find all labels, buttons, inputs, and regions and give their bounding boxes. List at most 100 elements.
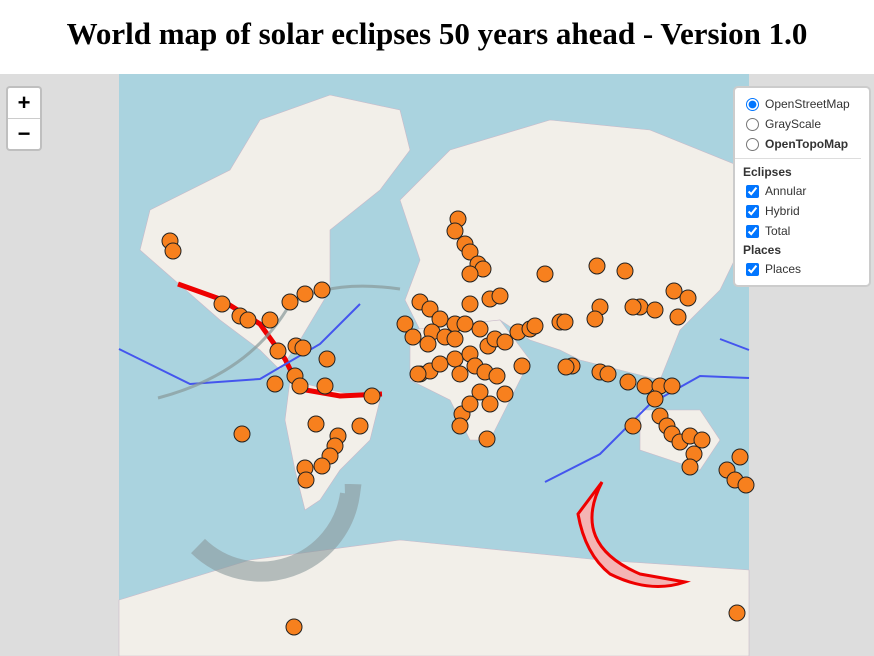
layer-label: OpenStreetMap: [765, 97, 850, 111]
place-marker[interactable]: [297, 471, 315, 489]
place-marker[interactable]: [728, 604, 746, 622]
place-marker[interactable]: [599, 365, 617, 383]
group-title: Places: [743, 243, 782, 257]
place-marker[interactable]: [461, 295, 479, 313]
map-canvas: [118, 74, 755, 656]
place-marker[interactable]: [451, 417, 469, 435]
overlay-option[interactable]: Places: [743, 259, 869, 279]
radio[interactable]: [746, 137, 759, 151]
place-marker[interactable]: [556, 313, 574, 331]
layer-option[interactable]: OpenStreetMap: [743, 94, 869, 114]
group-title: Eclipses: [743, 165, 792, 179]
overlay-option[interactable]: Annular: [743, 181, 869, 201]
place-marker[interactable]: [471, 383, 489, 401]
overlay-label: Places: [765, 262, 802, 276]
place-marker[interactable]: [446, 350, 464, 368]
place-marker[interactable]: [679, 289, 697, 307]
place-marker[interactable]: [526, 317, 544, 335]
place-marker[interactable]: [431, 310, 449, 328]
place-marker[interactable]: [496, 385, 514, 403]
place-marker[interactable]: [636, 377, 654, 395]
zoom-control: + −: [6, 86, 42, 151]
place-marker[interactable]: [291, 377, 309, 395]
place-marker[interactable]: [404, 328, 422, 346]
place-marker[interactable]: [313, 457, 331, 475]
place-marker[interactable]: [233, 425, 251, 443]
overlay-option[interactable]: Total: [743, 221, 869, 241]
place-marker[interactable]: [396, 315, 414, 333]
place-marker[interactable]: [313, 281, 331, 299]
place-marker[interactable]: [491, 287, 509, 305]
place-marker[interactable]: [669, 308, 687, 326]
eclipse-zone: [576, 481, 691, 588]
place-marker[interactable]: [496, 333, 514, 351]
place-marker[interactable]: [409, 365, 427, 383]
place-marker[interactable]: [693, 431, 711, 449]
place-marker[interactable]: [446, 330, 464, 348]
place-marker[interactable]: [619, 373, 637, 391]
overlay-label: Annular: [765, 184, 807, 198]
annular-line: [118, 303, 361, 386]
place-marker[interactable]: [481, 395, 499, 413]
place-marker[interactable]: [269, 342, 287, 360]
overlay-option[interactable]: Hybrid: [743, 201, 869, 221]
place-marker[interactable]: [488, 367, 506, 385]
place-marker[interactable]: [731, 448, 749, 466]
place-marker[interactable]: [164, 242, 182, 260]
checkbox[interactable]: [746, 262, 759, 276]
layer-option[interactable]: OpenTopoMap: [743, 134, 869, 154]
place-marker[interactable]: [557, 358, 575, 376]
place-marker[interactable]: [363, 387, 381, 405]
place-marker[interactable]: [513, 357, 531, 375]
zoom-out-button[interactable]: −: [17, 121, 31, 146]
place-marker[interactable]: [471, 320, 489, 338]
place-marker[interactable]: [351, 417, 369, 435]
checkbox[interactable]: [746, 224, 759, 238]
place-marker[interactable]: [296, 285, 314, 303]
place-marker[interactable]: [624, 298, 642, 316]
layer-label: OpenTopoMap: [765, 137, 849, 151]
place-marker[interactable]: [665, 282, 683, 300]
place-marker[interactable]: [239, 311, 257, 329]
place-marker[interactable]: [681, 458, 699, 476]
checkbox[interactable]: [746, 204, 759, 218]
overlay-label: Hybrid: [765, 204, 800, 218]
place-marker[interactable]: [451, 365, 469, 383]
place-marker[interactable]: [461, 395, 479, 413]
place-marker[interactable]: [266, 375, 284, 393]
place-marker[interactable]: [213, 295, 231, 313]
place-marker[interactable]: [294, 339, 312, 357]
place-marker[interactable]: [285, 618, 303, 636]
radio[interactable]: [746, 117, 759, 131]
place-marker[interactable]: [586, 310, 604, 328]
radio[interactable]: [746, 97, 759, 111]
layer-label: GrayScale: [765, 117, 822, 131]
place-marker[interactable]: [307, 415, 325, 433]
place-marker[interactable]: [646, 301, 664, 319]
map[interactable]: + − OpenStreetMap GrayScale OpenTopoMap …: [0, 74, 874, 656]
place-marker[interactable]: [456, 315, 474, 333]
place-marker[interactable]: [261, 311, 279, 329]
place-marker[interactable]: [536, 265, 554, 283]
checkbox[interactable]: [746, 184, 759, 198]
place-marker[interactable]: [318, 350, 336, 368]
place-marker[interactable]: [588, 257, 606, 275]
place-marker[interactable]: [616, 262, 634, 280]
zoom-in-button[interactable]: +: [8, 88, 40, 119]
place-marker[interactable]: [624, 417, 642, 435]
place-marker[interactable]: [446, 222, 464, 240]
place-marker[interactable]: [281, 293, 299, 311]
annular-line: [719, 338, 750, 351]
place-marker[interactable]: [663, 377, 681, 395]
layer-option[interactable]: GrayScale: [743, 114, 869, 134]
place-marker[interactable]: [461, 243, 479, 261]
overlay-label: Total: [765, 224, 791, 238]
place-marker[interactable]: [737, 476, 755, 494]
place-marker[interactable]: [646, 390, 664, 408]
place-marker[interactable]: [431, 355, 449, 373]
place-marker[interactable]: [419, 335, 437, 353]
place-marker[interactable]: [316, 377, 334, 395]
place-marker[interactable]: [461, 265, 479, 283]
place-marker[interactable]: [478, 430, 496, 448]
